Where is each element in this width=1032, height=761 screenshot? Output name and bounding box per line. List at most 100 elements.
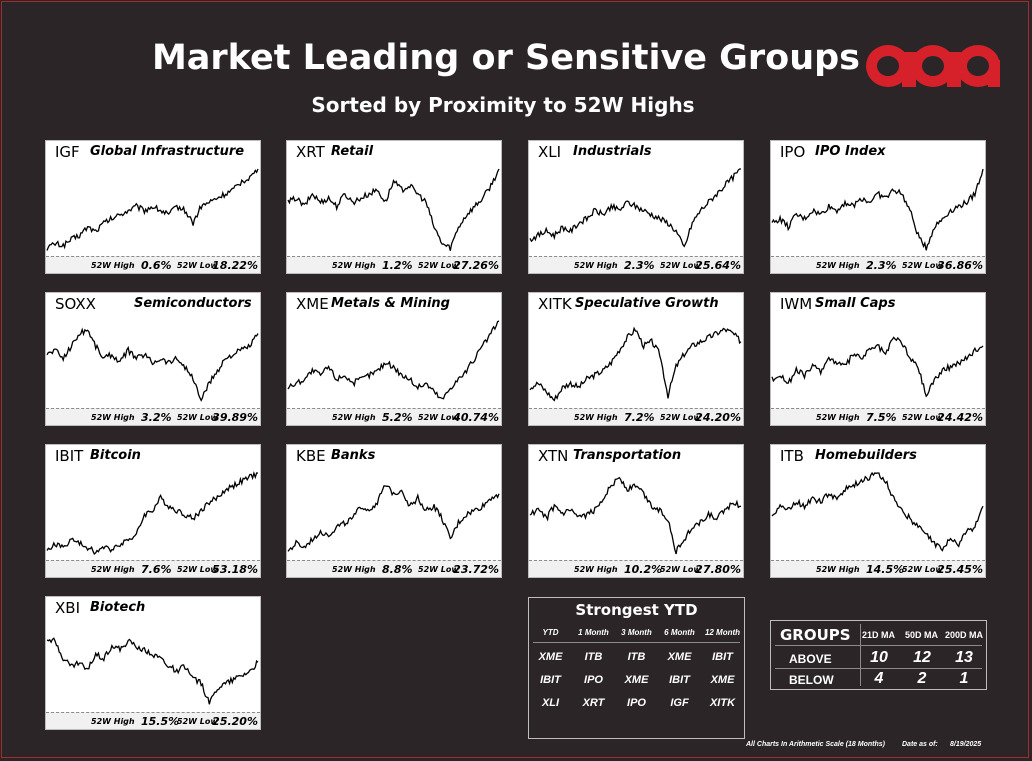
stats-footer: 52W High 14.5% 52W Low 25.45% — [771, 560, 985, 577]
price-line — [529, 476, 742, 555]
groups-title: GROUPS — [780, 626, 851, 644]
col-header: 3 Month — [621, 628, 652, 637]
divider — [775, 645, 982, 646]
group-name: Small Caps — [815, 296, 896, 311]
high-distance-value: 8.8% — [382, 563, 413, 576]
chart-scale-note: All Charts In Arithmetic Scale (18 Month… — [746, 741, 885, 748]
stats-footer: 52W High 7.2% 52W Low 24.20% — [529, 408, 743, 425]
ticker-label: SOXX — [55, 295, 96, 313]
page-title: Market Leading or Sensitive Groups — [151, 38, 861, 78]
low-distance-value: 24.42% — [937, 411, 983, 424]
high-distance-value: 5.2% — [382, 411, 413, 424]
strongest-ytd-title: Strongest YTD — [575, 601, 698, 619]
high-label: 52W High — [816, 261, 860, 270]
price-chart — [529, 326, 742, 402]
low-label: 52W Low — [660, 413, 701, 422]
ytd-cell: ITB — [627, 651, 646, 663]
ma-header: 21D MA — [862, 630, 896, 640]
col-header: 1 Month — [578, 628, 609, 637]
below-200d: 1 — [959, 670, 969, 687]
low-label: 52W Low — [660, 565, 701, 574]
high-label: 52W High — [332, 565, 376, 574]
low-distance-value: 25.45% — [937, 563, 983, 576]
above-200d: 13 — [955, 649, 973, 666]
high-distance-value: 7.5% — [866, 411, 897, 424]
price-line — [529, 326, 742, 402]
low-label: 52W Low — [177, 413, 218, 422]
group-name: Semiconductors — [134, 296, 252, 311]
high-label: 52W High — [816, 413, 860, 422]
price-chart — [771, 168, 984, 251]
stats-footer: 52W High 7.6% 52W Low 53.18% — [46, 560, 260, 577]
col-header: YTD — [542, 628, 559, 637]
price-chart — [529, 476, 742, 555]
low-label: 52W Low — [902, 261, 943, 270]
stats-footer: 52W High 8.8% 52W Low 23.72% — [287, 560, 501, 577]
stats-footer: 52W High 3.2% 52W Low 39.89% — [46, 408, 260, 425]
low-distance-value: 23.72% — [453, 563, 499, 576]
price-chart — [771, 471, 984, 552]
chart-panel-xrt: XRT Retail 52W High 1.2% 52W Low 27.26% — [286, 140, 502, 274]
high-distance-value: 10.2% — [624, 563, 663, 576]
chart-panel-igf: IGF Global Infrastructure 52W High 0.6% 52W … — [45, 140, 261, 274]
stats-footer: 52W High 5.2% 52W Low 40.74% — [287, 408, 501, 425]
group-name: Metals & Mining — [331, 296, 450, 311]
price-chart — [287, 168, 500, 251]
ticker-label: IGF — [55, 143, 80, 161]
ma-header: 200D MA — [945, 630, 984, 640]
chart-panel-soxx: SOXX Semiconductors 52W High 3.2% 52W Low 39.… — [45, 292, 261, 426]
chart-panel-xbi: XBI Biotech 52W High 15.5% 52W Low 25.20% — [45, 596, 261, 730]
price-chart — [46, 470, 258, 556]
divider — [533, 642, 740, 643]
ticker-label: IPO — [780, 143, 806, 161]
stats-footer: 52W High 2.3% 52W Low 36.86% — [771, 256, 985, 273]
group-name: Industrials — [573, 144, 652, 159]
price-chart — [529, 168, 741, 248]
ytd-cell: IBIT — [669, 674, 690, 686]
price-chart — [46, 637, 259, 705]
ytd-cell: XRT — [582, 697, 605, 709]
chart-panel-ibit: IBIT Bitcoin 52W High 7.6% 52W Low 53.18% — [45, 444, 261, 578]
row-label-below: BELOW — [789, 673, 834, 687]
group-name: Global Infrastructure — [90, 144, 245, 159]
stats-footer: 52W High 1.2% 52W Low 27.26% — [287, 256, 501, 273]
price-line — [287, 320, 500, 400]
high-label: 52W High — [574, 565, 618, 574]
ytd-cell: XME — [710, 674, 735, 686]
low-distance-value: 40.74% — [453, 411, 499, 424]
chart-panel-kbe: KBE Banks 52W High 8.8% 52W Low 23.72% — [286, 444, 502, 578]
high-distance-value: 7.2% — [624, 411, 655, 424]
group-name: Transportation — [573, 448, 682, 463]
price-line — [529, 168, 741, 248]
ytd-cell: XME — [667, 651, 692, 663]
group-name: Speculative Growth — [575, 296, 719, 311]
ytd-cell: IPO — [627, 697, 646, 709]
low-distance-value: 27.26% — [453, 259, 499, 272]
stats-footer: 52W High 0.6% 52W Low 18.22% — [46, 256, 260, 273]
high-distance-value: 2.3% — [624, 259, 655, 272]
low-distance-value: 25.20% — [212, 715, 258, 728]
price-line — [771, 336, 984, 398]
low-distance-value: 24.20% — [695, 411, 741, 424]
high-label: 52W High — [332, 261, 376, 270]
group-name: Biotech — [90, 600, 146, 615]
group-name: Bitcoin — [90, 448, 141, 463]
low-distance-value: 53.18% — [212, 563, 258, 576]
chart-panel-xli: XLI Industrials 52W High 2.3% 52W Low 25.64% — [528, 140, 744, 274]
ticker-label: XITK — [538, 295, 572, 313]
ytd-cell: XLI — [541, 697, 560, 709]
high-label: 52W High — [816, 565, 860, 574]
high-distance-value: 0.6% — [141, 259, 172, 272]
low-distance-value: 25.64% — [695, 259, 741, 272]
high-label: 52W High — [91, 565, 135, 574]
date-value: 8/19/2025 — [950, 741, 982, 748]
price-line — [46, 168, 259, 251]
below-21d: 4 — [874, 670, 884, 687]
ytd-cell: XITK — [709, 697, 736, 709]
chart-panel-xtn: XTN Transportation 52W High 10.2% 52W Low 27.… — [528, 444, 744, 578]
high-distance-value: 1.2% — [382, 259, 413, 272]
aoa-logo-icon — [866, 45, 1000, 87]
ticker-label: IBIT — [55, 447, 84, 465]
strongest-ytd-table: Strongest YTD YTD 1 Month 3 Month 6 Mont… — [528, 597, 745, 739]
low-distance-value: 39.89% — [212, 411, 258, 424]
